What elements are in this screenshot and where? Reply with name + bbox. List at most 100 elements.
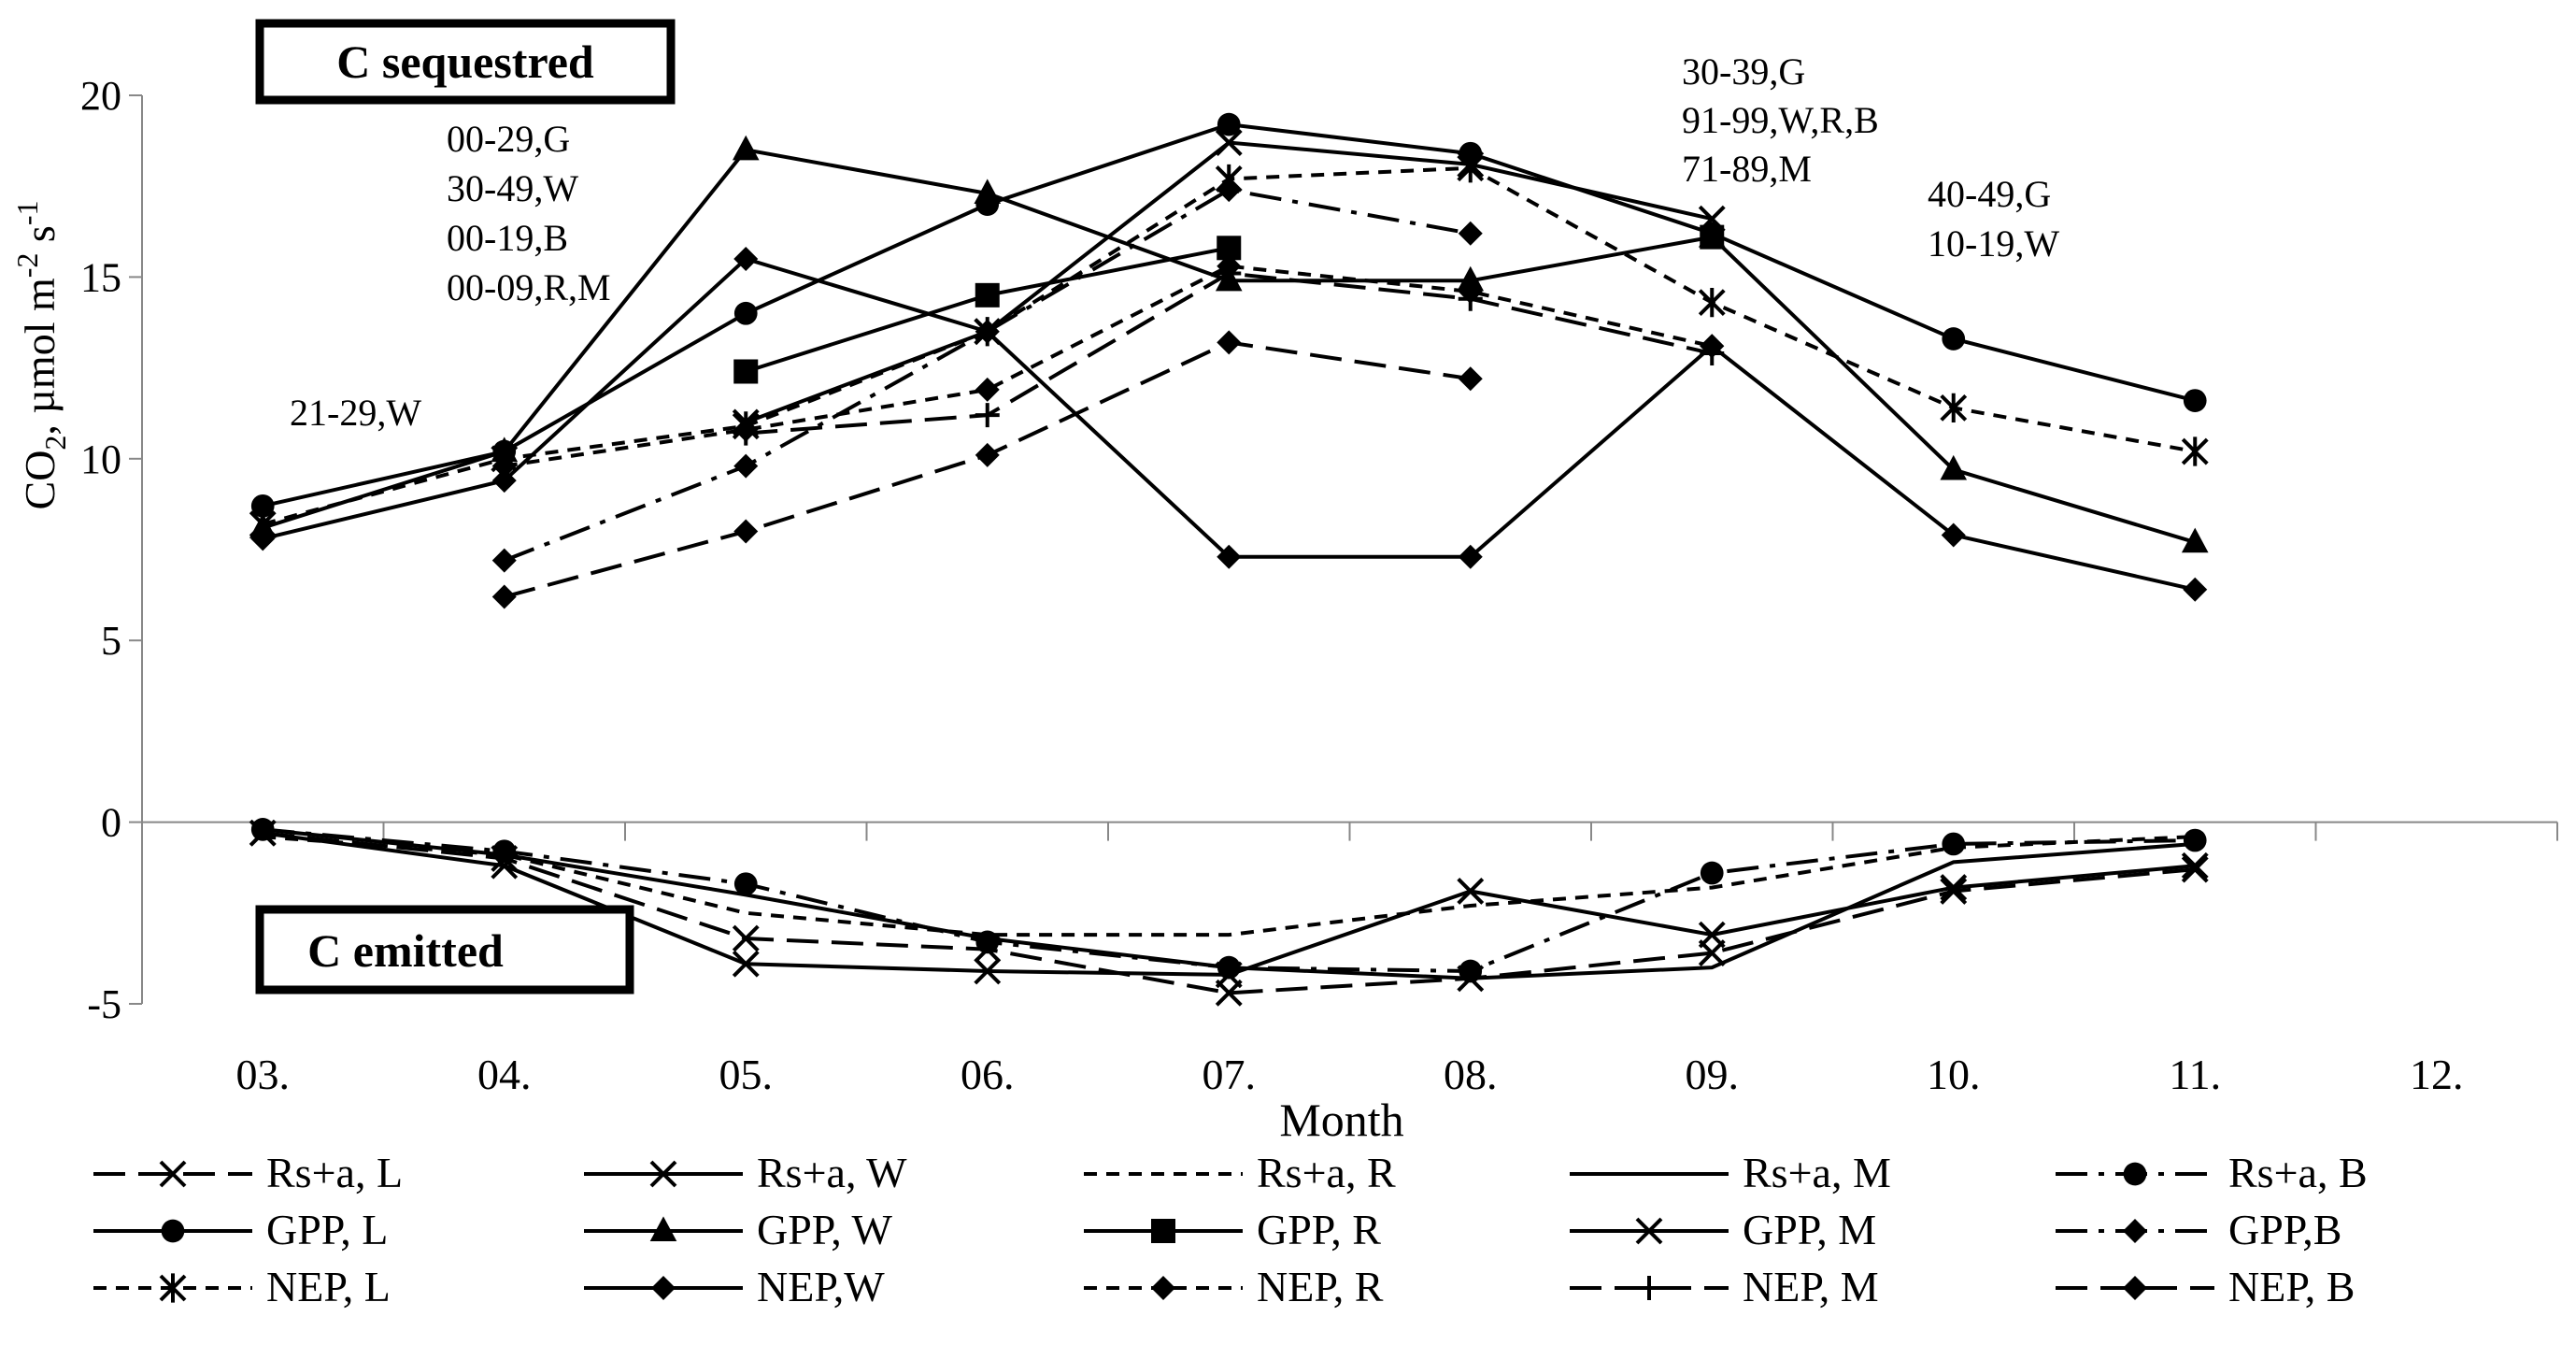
data-point-gpp-w <box>1940 454 1968 480</box>
data-point-gpp-r <box>975 282 1000 308</box>
data-point-nep-l <box>1940 393 1968 422</box>
legend-item-nep-l: NEP, L <box>93 1263 391 1310</box>
series-nep-m <box>733 261 1725 446</box>
legend-swatch-marker <box>159 1273 187 1303</box>
annotation-line: 30-49,W <box>447 167 578 209</box>
legend-swatch-marker <box>2123 1162 2147 1186</box>
data-point-nep-w <box>2183 577 2208 602</box>
data-point-rs-a-b <box>1459 959 1483 983</box>
legend-item-gpp-m: GPP, M <box>1570 1206 1876 1253</box>
legend-swatch-marker <box>1151 1276 1175 1300</box>
legend-item-gpp-l: GPP, L <box>93 1206 388 1253</box>
legend-item-gpp-b: GPP,B <box>2056 1206 2341 1253</box>
legend-label: GPP, M <box>1743 1206 1876 1253</box>
data-point-nep-w <box>1941 522 1966 548</box>
sequestered-box: C sequestred <box>255 19 676 105</box>
data-point-nep-w <box>250 526 276 551</box>
data-point-gpp-l <box>1217 112 1241 136</box>
legend-label: NEP, B <box>2228 1263 2355 1310</box>
data-point-rs-a-w <box>1940 874 1968 901</box>
data-point-nep-m <box>733 421 759 446</box>
x-tick-label: 08. <box>1444 1051 1498 1098</box>
series-line-rs-a-r <box>263 835 2196 937</box>
data-point-gpp-l <box>733 301 758 325</box>
y-axis-title-main: CO <box>16 451 64 510</box>
legend-label: Rs+a, W <box>757 1149 907 1196</box>
series-line-rs-a-l <box>263 831 2196 995</box>
y-tick-label: 20 <box>80 73 121 119</box>
legend-label: Rs+a, L <box>266 1149 403 1196</box>
data-point-nep-w <box>1217 544 1242 569</box>
data-point-nep-w <box>975 319 1000 344</box>
x-tick-label: 07. <box>1203 1051 1257 1098</box>
y-tick-label: 5 <box>101 618 121 664</box>
legend-swatch-marker <box>161 1219 185 1243</box>
data-point-rs-a-b <box>492 839 517 864</box>
y-tick-label: 10 <box>80 436 121 482</box>
y-axis-title-unit-a: , µmol m <box>16 278 64 436</box>
series-line-nep-r <box>504 264 1713 468</box>
legend-item-rs-a-l: Rs+a, L <box>93 1149 403 1196</box>
y-axis-title: CO2, µmol m-2 s-1 <box>10 201 72 510</box>
legend-item-gpp-r: GPP, R <box>1084 1206 1381 1253</box>
x-tick-label: 05. <box>719 1051 774 1098</box>
legend-label: GPP,B <box>2228 1206 2341 1253</box>
legend-item-rs-a-m: Rs+a, M <box>1570 1149 1891 1196</box>
data-point-gpp-b <box>491 548 517 573</box>
y-tick-label: 0 <box>101 800 121 846</box>
data-point-nep-m <box>1700 341 1725 366</box>
emitted-box-label: C emitted <box>307 924 504 977</box>
series-line-gpp-r <box>745 246 1230 374</box>
data-point-gpp-m <box>1215 129 1243 156</box>
data-point-nep-b <box>733 519 759 544</box>
data-point-nep-b <box>1458 366 1483 392</box>
data-point-rs-a-b <box>975 930 1000 954</box>
annotation-line: 71-89,M <box>1682 148 1812 190</box>
sequestered-box-label: C sequestred <box>336 36 594 88</box>
legend-label: GPP, W <box>757 1206 892 1253</box>
annotation-line: 21-29,W <box>290 392 421 434</box>
data-point-nep-b <box>975 442 1000 467</box>
annotation-march: 21-29,W <box>290 392 421 434</box>
data-point-nep-m <box>975 403 1000 428</box>
data-point-rs-a-b <box>733 872 758 896</box>
x-axis-title: Month <box>1279 1094 1403 1146</box>
data-point-rs-a-w <box>1457 878 1485 905</box>
data-point-gpp-w <box>732 135 760 161</box>
data-point-rs-a-b <box>1217 955 1241 980</box>
annotation-line: 00-29,G <box>447 118 570 160</box>
x-tick-label: 11. <box>2169 1051 2221 1098</box>
series-rs-a-b <box>250 818 2207 983</box>
y-tick-label: -5 <box>87 981 121 1027</box>
legend-label: GPP, L <box>266 1206 388 1253</box>
data-point-gpp-b <box>1458 221 1483 246</box>
legend-label: NEP, M <box>1743 1263 1879 1310</box>
legend-item-rs-a-b: Rs+a, B <box>2056 1149 2368 1196</box>
data-point-nep-m <box>1217 261 1242 286</box>
annotation-april: 00-29,G 30-49,W 00-19,B 00-09,R,M <box>447 118 611 308</box>
data-point-gpp-l <box>1942 327 1966 351</box>
data-point-nep-r <box>491 453 517 479</box>
annotation-september: 30-39,G 91-99,W,R,B 71-89,M <box>1682 50 1888 190</box>
data-point-gpp-l <box>250 494 275 518</box>
data-point-gpp-m <box>1698 205 1726 233</box>
legend-swatch-marker <box>1635 1217 1663 1245</box>
series-gpp-r <box>733 224 1725 384</box>
legend-item-nep-m: NEP, M <box>1570 1263 1879 1310</box>
data-point-rs-a-l <box>1940 878 1968 905</box>
data-point-gpp-w <box>2181 527 2209 553</box>
data-point-gpp-w <box>1457 265 1485 292</box>
legend-swatch-marker <box>1151 1219 1175 1243</box>
legend-label: Rs+a, M <box>1743 1149 1891 1196</box>
annotation-line: 10-19,W <box>1928 222 2059 265</box>
legend-item-nep-b: NEP, B <box>2056 1263 2355 1310</box>
series-line-gpp-b <box>504 187 1472 563</box>
legend-swatch-marker <box>649 1160 677 1188</box>
y-tick-label: 15 <box>80 254 121 300</box>
x-tick-label: 04. <box>477 1051 532 1098</box>
data-point-rs-a-b <box>250 818 275 841</box>
x-tick-label: 12. <box>2410 1051 2464 1098</box>
legend-swatch-marker <box>651 1276 676 1300</box>
data-point-nep-l <box>2181 436 2209 466</box>
